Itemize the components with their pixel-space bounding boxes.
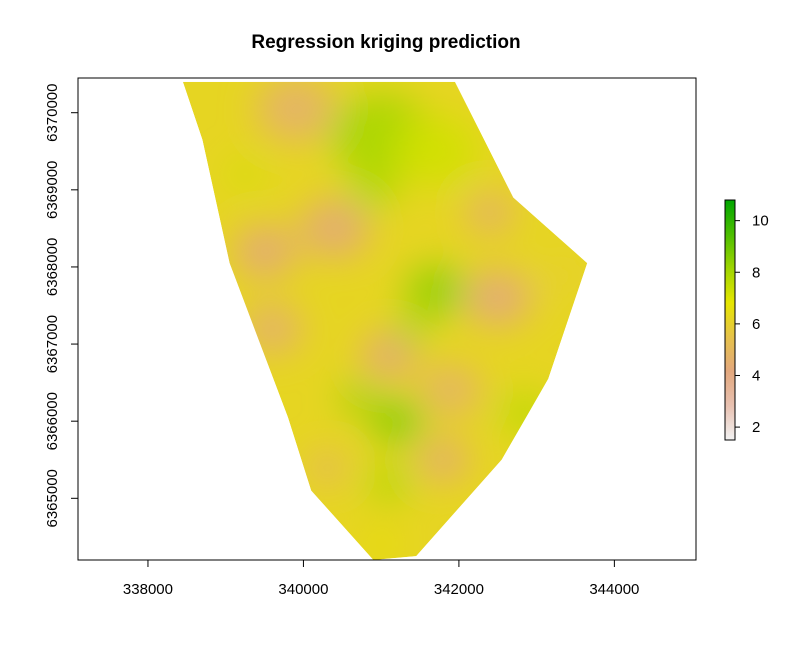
raster-region: [499, 391, 551, 436]
raster-region: [308, 451, 346, 484]
legend-ticks: 2 4 6 8 10: [735, 213, 769, 436]
raster-region: [418, 438, 469, 481]
legend-tick-label: 10: [752, 213, 769, 230]
raster-region: [228, 159, 263, 189]
raster-region: [256, 81, 335, 142]
raster-region: [421, 365, 481, 416]
raster-region: [339, 382, 376, 414]
x-tick-label: 344000: [589, 581, 639, 598]
chart-title: Regression kriging prediction: [251, 32, 520, 53]
y-tick-label: 6365000: [44, 469, 61, 527]
y-axis: 6365000 6366000 6367000 6368000 6369000 63700…: [44, 83, 79, 528]
raster-region: [364, 530, 399, 560]
legend-tick-label: 2: [752, 419, 760, 436]
raster-region: [299, 198, 370, 259]
x-tick-label: 338000: [123, 581, 173, 598]
raster-region: [395, 314, 430, 344]
raster-region: [371, 399, 423, 444]
x-tick-label: 342000: [434, 581, 484, 598]
legend-tick-label: 4: [752, 367, 760, 384]
raster-region: [367, 464, 411, 502]
y-tick-label: 6369000: [44, 161, 61, 219]
raster-region: [538, 253, 588, 296]
raster-region: [465, 270, 531, 326]
color-legend: 2 4 6 8 10: [724, 199, 769, 441]
raster-region: [242, 303, 302, 354]
raster-region: [350, 170, 397, 210]
legend-colorbar: [724, 199, 736, 441]
raster-region: [233, 225, 296, 278]
raster-region: [406, 265, 466, 316]
x-axis: 338000 340000 342000 344000: [123, 559, 639, 598]
legend-tick-label: 8: [752, 264, 760, 281]
raster-region: [466, 193, 514, 233]
legend-tick-label: 6: [752, 316, 760, 333]
y-tick-label: 6368000: [44, 238, 61, 296]
y-tick-label: 6367000: [44, 315, 61, 373]
x-tick-label: 340000: [278, 581, 328, 598]
prediction-raster: [182, 81, 588, 561]
raster-region: [392, 115, 479, 188]
raster-region: [361, 332, 417, 379]
y-tick-label: 6366000: [44, 392, 61, 450]
y-tick-label: 6370000: [44, 83, 61, 141]
